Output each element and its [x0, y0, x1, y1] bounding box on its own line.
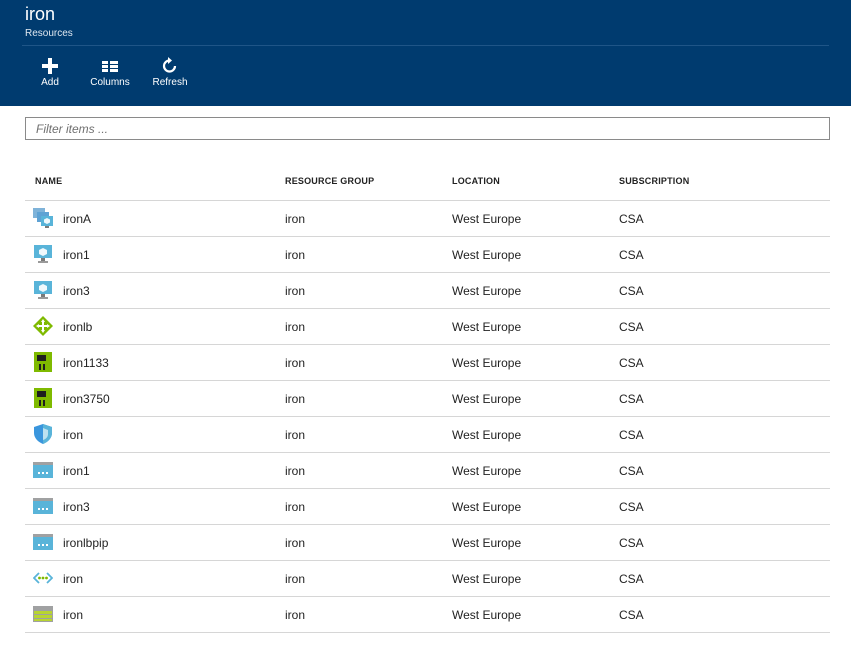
resource-group: iron [285, 320, 306, 334]
virtual-machine-icon [34, 245, 52, 263]
resource-subscription: CSA [619, 248, 644, 262]
column-header-subscription[interactable]: SUBSCRIPTION [619, 176, 690, 186]
resource-location: West Europe [452, 392, 522, 406]
table-row[interactable]: ironlb iron West Europe CSA [25, 308, 830, 344]
resource-name[interactable]: iron [63, 608, 84, 622]
refresh-button-label: Refresh [152, 77, 188, 88]
resource-group: iron [285, 212, 306, 226]
table-row[interactable]: ironlbpip iron West Europe CSA [25, 524, 830, 560]
refresh-icon [162, 57, 177, 73]
filter-box [25, 117, 830, 140]
resource-group: iron [285, 536, 306, 550]
resource-name[interactable]: iron3750 [63, 392, 110, 406]
resource-location: West Europe [452, 428, 522, 442]
resource-group: iron [285, 500, 306, 514]
resource-subscription: CSA [619, 572, 644, 586]
table-row[interactable]: iron3 iron West Europe CSA [25, 272, 830, 308]
availability-set-icon [33, 208, 53, 228]
resource-location: West Europe [452, 536, 522, 550]
public-ip-icon [33, 462, 53, 478]
resource-location: West Europe [452, 356, 522, 370]
resource-group: iron [285, 392, 306, 406]
resource-subscription: CSA [619, 392, 644, 406]
table-row[interactable]: iron iron West Europe CSA [25, 416, 830, 452]
table-row[interactable]: iron1 iron West Europe CSA [25, 236, 830, 272]
resource-location: West Europe [452, 572, 522, 586]
resource-subscription: CSA [619, 320, 644, 334]
network-interface-icon [34, 388, 52, 408]
column-header-location[interactable]: LOCATION [452, 176, 500, 186]
resource-name[interactable]: ironA [63, 212, 92, 226]
resource-subscription: CSA [619, 464, 644, 478]
table-row[interactable]: iron3750 iron West Europe CSA [25, 380, 830, 416]
resource-group: iron [285, 428, 306, 442]
resource-name[interactable]: iron1 [63, 248, 90, 262]
resource-location: West Europe [452, 212, 522, 226]
resource-group: iron [285, 284, 306, 298]
column-header-resource-group[interactable]: RESOURCE GROUP [285, 176, 375, 186]
refresh-button[interactable]: Refresh [142, 56, 198, 92]
resource-location: West Europe [452, 500, 522, 514]
table-row[interactable]: ironA iron West Europe CSA [25, 200, 830, 236]
network-interface-icon [34, 352, 52, 372]
resource-group: iron [285, 572, 306, 586]
resource-name[interactable]: iron3 [63, 500, 90, 514]
resource-subscription: CSA [619, 356, 644, 370]
resource-name[interactable]: iron1 [63, 464, 90, 478]
resource-name[interactable]: iron [63, 572, 84, 586]
columns-icon [102, 61, 118, 72]
resource-group: iron [285, 356, 306, 370]
resource-location: West Europe [452, 464, 522, 478]
public-ip-icon [33, 534, 53, 550]
add-button[interactable]: Add [22, 56, 78, 92]
resource-group: iron [285, 608, 306, 622]
resource-location: West Europe [452, 320, 522, 334]
columns-button-label: Columns [90, 77, 130, 88]
resource-name[interactable]: iron3 [63, 284, 90, 298]
resource-list: ironA iron West Europe CSA iron1 iron We… [25, 200, 830, 633]
resource-group: iron [285, 248, 306, 262]
resource-location: West Europe [452, 608, 522, 622]
resource-subscription: CSA [619, 212, 644, 226]
resource-group: iron [285, 464, 306, 478]
resource-name[interactable]: iron [63, 428, 84, 442]
add-button-label: Add [41, 77, 59, 88]
resource-name[interactable]: ironlb [63, 320, 93, 334]
storage-account-icon [33, 606, 53, 622]
header-divider [22, 45, 829, 46]
blade-subtitle: Resources [25, 28, 73, 39]
table-row[interactable]: iron1 iron West Europe CSA [25, 452, 830, 488]
network-security-group-icon [34, 424, 52, 444]
plus-icon [42, 58, 58, 74]
table-row[interactable]: iron iron West Europe CSA [25, 596, 830, 633]
blade-header: iron Resources Add Columns Refresh [0, 0, 851, 106]
column-header-name[interactable]: NAME [35, 176, 63, 186]
table-row[interactable]: iron3 iron West Europe CSA [25, 488, 830, 524]
blade-title: iron [25, 4, 56, 24]
table-row[interactable]: iron iron West Europe CSA [25, 560, 830, 596]
virtual-network-icon [33, 572, 53, 584]
resource-location: West Europe [452, 284, 522, 298]
resource-subscription: CSA [619, 428, 644, 442]
resource-location: West Europe [452, 248, 522, 262]
resource-subscription: CSA [619, 536, 644, 550]
resource-subscription: CSA [619, 284, 644, 298]
resource-subscription: CSA [619, 608, 644, 622]
resource-subscription: CSA [619, 500, 644, 514]
virtual-machine-icon [34, 281, 52, 299]
public-ip-icon [33, 498, 53, 514]
resource-name[interactable]: iron1133 [63, 356, 109, 370]
load-balancer-icon [33, 316, 53, 336]
columns-button[interactable]: Columns [82, 56, 138, 92]
filter-input[interactable] [26, 118, 829, 139]
resource-name[interactable]: ironlbpip [63, 536, 109, 550]
table-row[interactable]: iron1133 iron West Europe CSA [25, 344, 830, 380]
